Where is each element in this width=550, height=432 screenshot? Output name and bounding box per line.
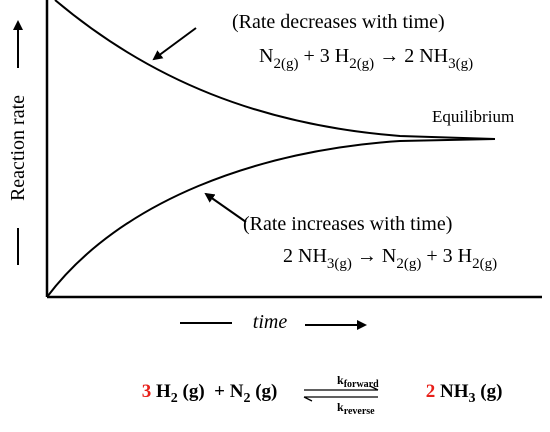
forward-equation: N2(g) + 3 H2(g) → 2 NH3(g): [234, 45, 488, 73]
eq-part: H: [151, 381, 171, 402]
eq-sub: 3(g): [327, 256, 352, 272]
overall-left: 3 H2 (g) + N2 (g): [118, 381, 292, 406]
eq-sub: 2(g): [349, 56, 374, 72]
overall-right: 2 NH3 (g): [402, 381, 517, 406]
pointer-arrow: [152, 27, 197, 61]
k-sub: forward: [344, 379, 379, 390]
eq-sub: 2: [171, 391, 178, 406]
eq-part: → 2 NH: [374, 45, 448, 67]
pointer-arrow: [204, 192, 247, 223]
eq-part: (g): [250, 381, 277, 402]
k-forward: kforward: [322, 373, 388, 390]
k: k: [337, 373, 344, 387]
eq-part: N: [259, 45, 273, 67]
x-axis-label: time: [253, 311, 288, 333]
eq-part: (g) + N: [178, 381, 244, 402]
eq-sub: 2(g): [396, 256, 421, 272]
forward-rate-curve: [54, 0, 496, 140]
eq-sub: 3(g): [448, 56, 473, 72]
forward-arrow: [304, 385, 379, 391]
reverse-caption: (Rate increases with time): [243, 213, 452, 235]
coefficient: 2: [426, 381, 436, 402]
eq-sub: 2(g): [472, 256, 497, 272]
k-reverse: kreverse: [322, 400, 384, 417]
k: k: [337, 400, 344, 414]
eq-part: (g): [476, 381, 503, 402]
eq-part: + 3 H: [421, 245, 472, 267]
eq-sub: 3: [469, 391, 476, 406]
y-axis-label: Reaction rate: [7, 95, 29, 201]
equilibrium-label: Equilibrium: [432, 107, 514, 126]
eq-part: NH: [435, 381, 468, 402]
reverse-arrow: [303, 396, 378, 402]
eq-part: + 3 H: [298, 45, 349, 67]
forward-caption: (Rate decreases with time): [232, 11, 445, 33]
coefficient: 3: [142, 381, 152, 402]
eq-sub: 2: [243, 391, 250, 406]
eq-part: 2 NH: [283, 245, 327, 267]
eq-part: → N: [352, 245, 396, 267]
reverse-rate-curve: [46, 138, 496, 298]
reverse-equation: 2 NH3(g) → N2(g) + 3 H2(g): [258, 245, 512, 273]
eq-sub: 2(g): [273, 56, 298, 72]
k-sub: reverse: [344, 406, 375, 417]
